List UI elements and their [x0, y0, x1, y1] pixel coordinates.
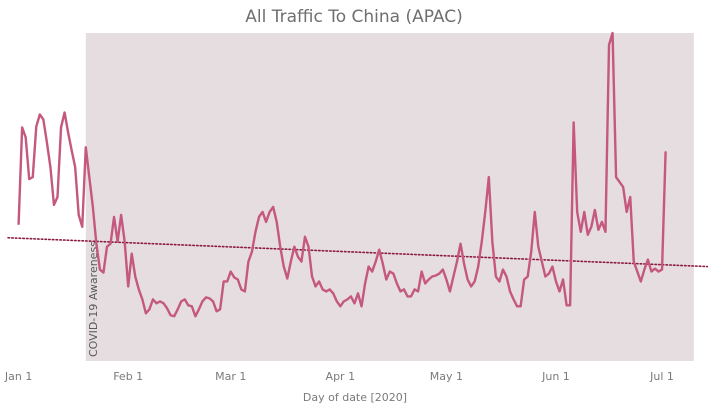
x-tick-label: May 1: [430, 370, 463, 383]
x-tick-label: Mar 1: [215, 370, 246, 383]
covid-awareness-band: [85, 33, 694, 361]
x-tick-label: Jun 1: [541, 370, 570, 383]
series-layer: [17, 31, 667, 318]
x-tick-label: Jan 1: [4, 370, 32, 383]
x-axis-ticks: Jan 1 Feb 1 Mar 1 Apr 1 May 1 Jun 1 Jul 1: [4, 370, 674, 383]
x-axis-title: Day of date [2020]: [303, 391, 407, 404]
annotation-layer: COVID-19 Awareness: [85, 33, 694, 361]
chart-title: All Traffic To China (APAC): [245, 7, 462, 27]
x-tick-label: Apr 1: [326, 370, 356, 383]
series-line-0: [17, 31, 667, 318]
covid-awareness-label: COVID-19 Awareness: [87, 241, 100, 357]
x-tick-label: Feb 1: [113, 370, 143, 383]
x-tick-label: Jul 1: [649, 370, 674, 383]
